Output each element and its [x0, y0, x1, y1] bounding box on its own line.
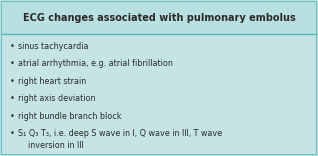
Bar [2, 34, 316, 154]
Text: •: • [10, 129, 15, 139]
Text: ECG changes associated with pulmonary embolus: ECG changes associated with pulmonary em… [23, 13, 295, 23]
Text: •: • [10, 59, 15, 68]
Text: sinus tachycardia: sinus tachycardia [18, 42, 88, 51]
Text: •: • [10, 77, 15, 86]
Bar [2, 2, 316, 34]
Text: S₁ Q₃ T₃, i.e. deep S wave in I, Q wave in III, T wave
    inversion in III: S₁ Q₃ T₃, i.e. deep S wave in I, Q wave … [18, 129, 222, 150]
Text: •: • [10, 95, 15, 103]
Text: right bundle branch block: right bundle branch block [18, 112, 121, 121]
Text: atrial arrhythmia, e.g. atrial fibrillation: atrial arrhythmia, e.g. atrial fibrillat… [18, 59, 173, 68]
Text: •: • [10, 112, 15, 121]
Text: right heart strain: right heart strain [18, 77, 86, 86]
Text: right axis deviation: right axis deviation [18, 95, 95, 103]
Text: •: • [10, 42, 15, 51]
